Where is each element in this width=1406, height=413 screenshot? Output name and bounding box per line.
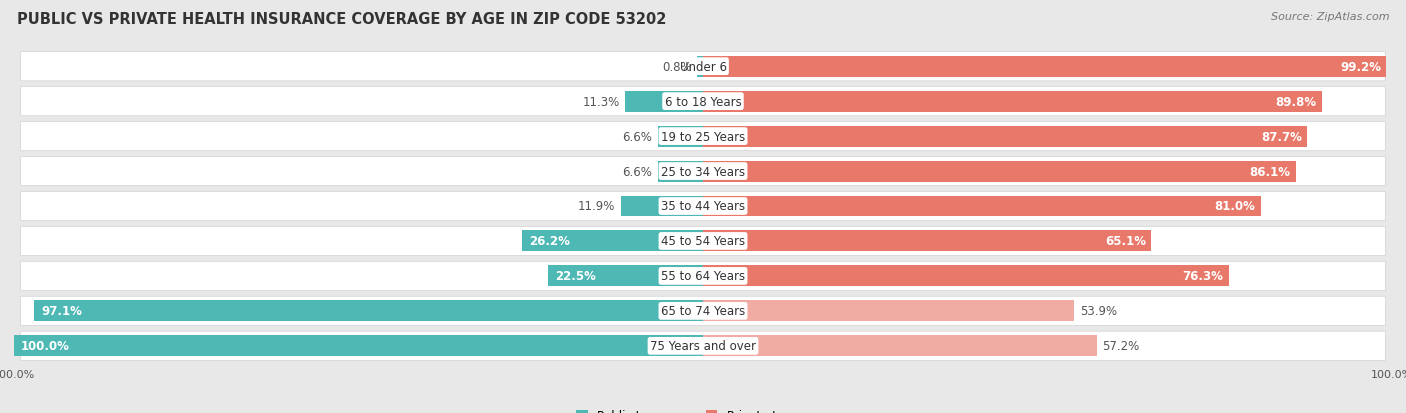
FancyBboxPatch shape	[21, 87, 1385, 116]
FancyBboxPatch shape	[21, 192, 1385, 221]
Text: 26.2%: 26.2%	[530, 235, 571, 248]
Text: 6 to 18 Years: 6 to 18 Years	[665, 95, 741, 108]
FancyBboxPatch shape	[21, 261, 1385, 291]
Text: 35 to 44 Years: 35 to 44 Years	[661, 200, 745, 213]
Bar	[14, 335, 703, 356]
Text: 75 Years and over: 75 Years and over	[650, 339, 756, 352]
Text: 99.2%: 99.2%	[1340, 61, 1381, 74]
Text: 86.1%: 86.1%	[1250, 165, 1291, 178]
FancyBboxPatch shape	[21, 331, 1385, 361]
Bar	[703, 196, 1261, 217]
Text: Under 6: Under 6	[679, 61, 727, 74]
Text: 11.3%: 11.3%	[582, 95, 620, 108]
Text: 87.7%: 87.7%	[1261, 130, 1302, 143]
Text: 89.8%: 89.8%	[1275, 95, 1316, 108]
FancyBboxPatch shape	[21, 297, 1385, 326]
Bar	[703, 91, 1322, 112]
Bar	[34, 301, 703, 322]
Bar	[621, 196, 703, 217]
FancyBboxPatch shape	[21, 122, 1385, 152]
Text: 45 to 54 Years: 45 to 54 Years	[661, 235, 745, 248]
Text: 53.9%: 53.9%	[1080, 305, 1116, 318]
FancyBboxPatch shape	[21, 157, 1385, 186]
Text: 0.8%: 0.8%	[662, 61, 692, 74]
Text: 19 to 25 Years: 19 to 25 Years	[661, 130, 745, 143]
Bar	[703, 231, 1152, 252]
Text: 65.1%: 65.1%	[1105, 235, 1146, 248]
Text: 76.3%: 76.3%	[1182, 270, 1223, 283]
Bar	[703, 301, 1074, 322]
Text: PUBLIC VS PRIVATE HEALTH INSURANCE COVERAGE BY AGE IN ZIP CODE 53202: PUBLIC VS PRIVATE HEALTH INSURANCE COVER…	[17, 12, 666, 27]
Bar	[658, 161, 703, 182]
Text: 97.1%: 97.1%	[41, 305, 82, 318]
Bar	[703, 57, 1386, 78]
Bar	[703, 266, 1229, 287]
Bar	[626, 91, 703, 112]
Text: 57.2%: 57.2%	[1102, 339, 1140, 352]
Bar	[658, 126, 703, 147]
Legend: Public Insurance, Private Insurance: Public Insurance, Private Insurance	[571, 404, 835, 413]
Bar	[703, 335, 1097, 356]
Text: 100.0%: 100.0%	[21, 339, 70, 352]
Bar	[703, 126, 1308, 147]
Text: 22.5%: 22.5%	[555, 270, 596, 283]
Text: 6.6%: 6.6%	[621, 130, 652, 143]
Bar	[697, 57, 703, 78]
Bar	[548, 266, 703, 287]
Text: Source: ZipAtlas.com: Source: ZipAtlas.com	[1271, 12, 1389, 22]
Text: 55 to 64 Years: 55 to 64 Years	[661, 270, 745, 283]
FancyBboxPatch shape	[21, 227, 1385, 256]
Text: 65 to 74 Years: 65 to 74 Years	[661, 305, 745, 318]
Bar	[703, 161, 1296, 182]
Text: 11.9%: 11.9%	[578, 200, 616, 213]
Bar	[523, 231, 703, 252]
Text: 81.0%: 81.0%	[1215, 200, 1256, 213]
Text: 6.6%: 6.6%	[621, 165, 652, 178]
FancyBboxPatch shape	[21, 52, 1385, 82]
Text: 25 to 34 Years: 25 to 34 Years	[661, 165, 745, 178]
